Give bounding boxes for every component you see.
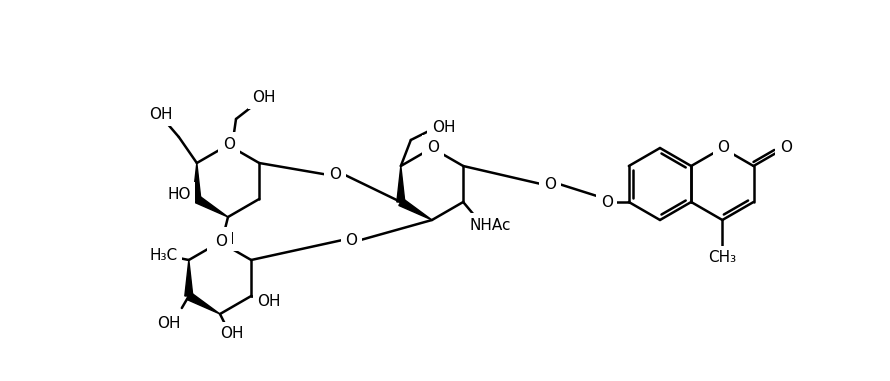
Text: OH: OH	[220, 327, 244, 341]
Text: NHAc: NHAc	[469, 218, 511, 232]
Polygon shape	[187, 293, 220, 314]
Text: O: O	[780, 139, 792, 155]
Text: OH: OH	[257, 293, 281, 309]
Text: H₃C: H₃C	[150, 248, 178, 263]
Text: CH₃: CH₃	[708, 250, 736, 266]
Text: O: O	[329, 167, 341, 182]
Text: O: O	[215, 234, 227, 248]
Polygon shape	[185, 260, 193, 296]
Text: O: O	[345, 232, 358, 248]
Text: O: O	[223, 136, 235, 152]
Text: O: O	[544, 176, 556, 192]
Polygon shape	[397, 166, 405, 202]
Text: OH: OH	[149, 107, 173, 122]
Text: O: O	[427, 139, 439, 155]
Text: OH: OH	[211, 232, 235, 247]
Text: HO: HO	[167, 187, 190, 202]
Text: O: O	[717, 139, 729, 155]
Polygon shape	[195, 195, 228, 217]
Text: OH: OH	[252, 90, 276, 104]
Polygon shape	[399, 199, 432, 220]
Text: O: O	[601, 194, 613, 210]
Text: OH: OH	[432, 120, 456, 134]
Polygon shape	[193, 163, 201, 199]
Text: OH: OH	[157, 317, 181, 331]
